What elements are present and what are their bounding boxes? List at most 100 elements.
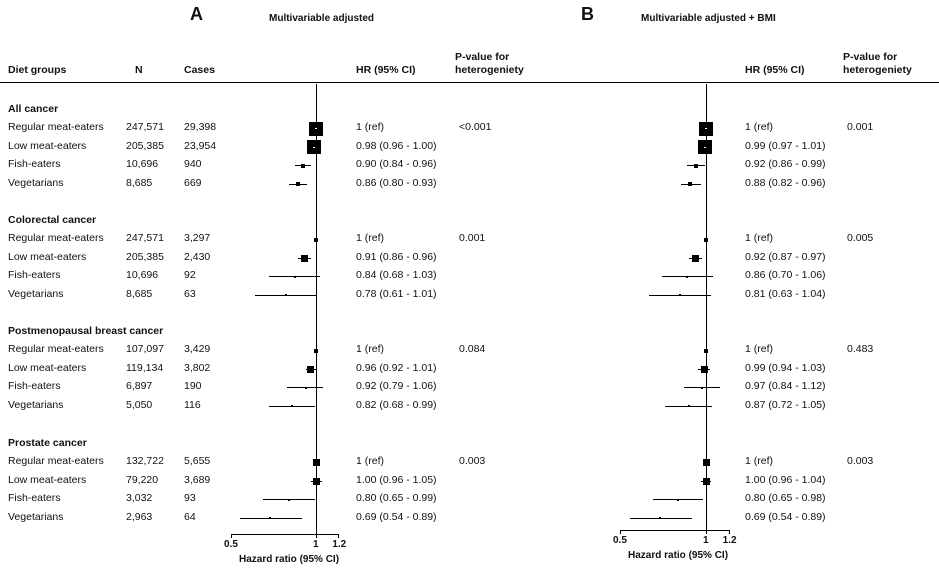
row-hr-b: 1.00 (0.96 - 1.04) xyxy=(745,473,826,486)
hr-marker xyxy=(290,405,293,407)
row-cases: 116 xyxy=(184,398,201,411)
x-tick xyxy=(231,534,232,538)
row-cases: 23,954 xyxy=(184,139,217,152)
row-n: 247,571 xyxy=(126,121,164,133)
row-n: 8,685 xyxy=(126,176,153,189)
x-axis-title: Hazard ratio (95% CI) xyxy=(628,550,729,561)
row-label: Vegetarians xyxy=(8,287,64,300)
x-tick-label: 1 xyxy=(703,535,709,546)
row-cases: 3,802 xyxy=(184,361,211,374)
row-hr-b: 0.80 (0.65 - 0.98) xyxy=(745,492,826,504)
row-hr-b: 0.97 (0.84 - 1.12) xyxy=(745,380,826,392)
row-label: Fish-eaters xyxy=(8,158,61,170)
row-hr-b: 0.99 (0.94 - 1.03) xyxy=(745,361,826,374)
panel-a-letter: A xyxy=(190,4,203,24)
row-cases: 3,429 xyxy=(184,343,211,355)
row-hr-a: 0.82 (0.68 - 0.99) xyxy=(356,398,437,411)
row-hr-a: 1 (ref) xyxy=(356,455,385,467)
row-label: Regular meat-eaters xyxy=(8,455,104,467)
row-n: 205,385 xyxy=(126,139,164,152)
hr-marker xyxy=(301,163,306,168)
row-hr-b: 0.88 (0.82 - 0.96) xyxy=(745,176,826,189)
x-axis-line xyxy=(231,534,339,535)
row-cases: 190 xyxy=(184,380,202,392)
row-cases: 5,655 xyxy=(184,455,211,467)
x-tick-label: 1 xyxy=(313,539,319,550)
row-label: Fish-eaters xyxy=(8,269,61,281)
hr-marker-center xyxy=(312,146,315,148)
row-hr-a: 1 (ref) xyxy=(356,343,385,355)
row-hr-b: 1 (ref) xyxy=(745,343,774,355)
panel-b-letter: B xyxy=(581,4,594,24)
row-label: Low meat-eaters xyxy=(8,361,87,374)
x-tick xyxy=(728,530,730,534)
hr-marker xyxy=(692,254,700,262)
group-title: Postmenopausal breast cancer xyxy=(8,325,164,337)
group-title: All cancer xyxy=(8,103,59,115)
p-value-a: 0.003 xyxy=(459,455,486,467)
row-cases: 940 xyxy=(184,158,202,170)
reference-line xyxy=(316,84,318,534)
row-hr-a: 1 (ref) xyxy=(356,232,385,244)
hr-marker xyxy=(312,477,320,485)
hr-marker xyxy=(295,182,300,186)
hr-marker xyxy=(701,386,704,389)
header-cases: Cases xyxy=(184,64,215,76)
row-n: 247,571 xyxy=(126,232,164,244)
row-label: Low meat-eaters xyxy=(8,473,87,486)
hr-marker xyxy=(314,348,318,353)
row-hr-b: 1 (ref) xyxy=(745,121,774,133)
header-n: N xyxy=(135,64,143,76)
row-label: Low meat-eaters xyxy=(8,139,87,152)
row-cases: 3,297 xyxy=(184,232,211,244)
row-hr-b: 0.87 (0.72 - 1.05) xyxy=(745,398,826,411)
row-n: 79,220 xyxy=(126,473,159,486)
p-value-b: 0.001 xyxy=(847,121,874,133)
group-title: Colorectal cancer xyxy=(8,214,97,226)
hr-marker xyxy=(314,237,318,242)
row-label: Vegetarians xyxy=(8,398,64,411)
row-hr-b: 0.92 (0.86 - 0.99) xyxy=(745,158,826,170)
x-tick-label: 1.2 xyxy=(722,535,737,546)
row-cases: 64 xyxy=(184,510,196,523)
header-hr-b: HR (95% CI) xyxy=(745,64,805,76)
x-tick-label: 0.5 xyxy=(613,535,627,546)
x-tick-label: 0.5 xyxy=(224,539,238,550)
row-n: 6,897 xyxy=(126,380,153,392)
row-hr-a: 0.78 (0.61 - 1.01) xyxy=(356,287,437,300)
hr-marker xyxy=(688,182,693,186)
row-hr-a: 0.90 (0.84 - 0.96) xyxy=(356,158,437,170)
hr-marker xyxy=(284,294,287,296)
hr-marker xyxy=(701,365,709,373)
row-hr-a: 1 (ref) xyxy=(356,121,385,133)
row-hr-b: 0.69 (0.54 - 0.89) xyxy=(745,510,826,523)
row-label: Fish-eaters xyxy=(8,492,61,504)
x-tick xyxy=(706,530,707,534)
row-hr-b: 0.92 (0.87 - 0.97) xyxy=(745,250,826,263)
row-n: 119,134 xyxy=(126,361,164,374)
row-hr-a: 0.84 (0.68 - 1.03) xyxy=(356,269,437,281)
hr-marker xyxy=(293,275,296,278)
row-cases: 3,689 xyxy=(184,473,211,486)
row-label: Vegetarians xyxy=(8,510,64,523)
row-hr-a: 0.92 (0.79 - 1.06) xyxy=(356,380,437,392)
panel-b-title: Multivariable adjusted + BMI xyxy=(641,13,776,24)
hr-marker-center xyxy=(705,128,707,129)
row-label: Regular meat-eaters xyxy=(8,343,104,355)
row-hr-a: 0.91 (0.86 - 0.96) xyxy=(356,250,437,263)
hr-marker xyxy=(702,459,710,466)
p-value-a: <0.001 xyxy=(459,121,492,133)
hr-marker xyxy=(304,386,307,389)
row-cases: 2,430 xyxy=(184,250,211,263)
header-p-a-line1: P-value for xyxy=(455,51,510,63)
row-label: Regular meat-eaters xyxy=(8,121,104,133)
x-axis-title: Hazard ratio (95% CI) xyxy=(239,554,340,565)
row-cases: 93 xyxy=(184,492,196,504)
row-hr-b: 1 (ref) xyxy=(745,232,774,244)
p-value-a: 0.001 xyxy=(459,232,486,244)
x-axis-line xyxy=(620,530,729,531)
row-hr-b: 0.86 (0.70 - 1.06) xyxy=(745,269,826,281)
header-diet-groups: Diet groups xyxy=(8,64,67,76)
hr-marker xyxy=(687,405,690,407)
row-cases: 63 xyxy=(184,287,196,300)
